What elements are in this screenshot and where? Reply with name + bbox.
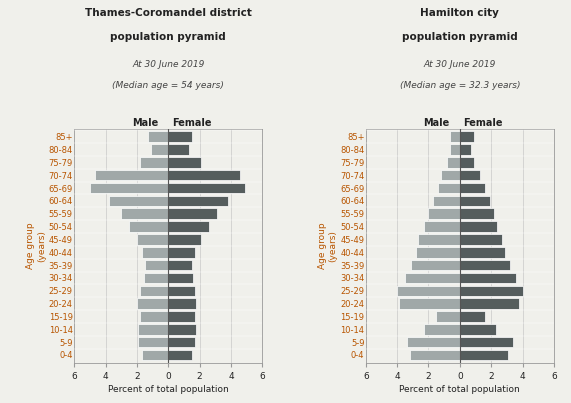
Bar: [399, 298, 460, 309]
Text: (Median age = 32.3 years): (Median age = 32.3 years): [400, 81, 520, 89]
Bar: [460, 221, 497, 232]
Bar: [168, 183, 245, 193]
Bar: [90, 183, 168, 193]
Text: Hamilton city: Hamilton city: [420, 8, 499, 18]
Bar: [460, 183, 485, 193]
Bar: [137, 298, 168, 309]
Bar: [168, 234, 201, 245]
X-axis label: Percent of total population: Percent of total population: [108, 385, 228, 394]
Bar: [460, 298, 520, 309]
Bar: [460, 144, 471, 155]
Bar: [460, 285, 522, 296]
Bar: [460, 337, 513, 347]
Bar: [168, 285, 195, 296]
Bar: [460, 234, 502, 245]
Bar: [168, 208, 217, 219]
Text: At 30 June 2019: At 30 June 2019: [424, 60, 496, 69]
Bar: [168, 273, 194, 283]
Bar: [436, 311, 460, 322]
Bar: [142, 247, 168, 258]
Y-axis label: Age group
(years): Age group (years): [318, 222, 337, 269]
Bar: [168, 221, 209, 232]
Bar: [168, 195, 228, 206]
Text: population pyramid: population pyramid: [402, 32, 518, 42]
Bar: [168, 170, 240, 181]
Bar: [460, 273, 516, 283]
Text: Male: Male: [132, 118, 158, 128]
Text: Female: Female: [172, 118, 211, 128]
Bar: [460, 208, 494, 219]
Bar: [140, 311, 168, 322]
Bar: [451, 131, 460, 142]
Bar: [409, 350, 460, 360]
Bar: [428, 208, 460, 219]
Bar: [460, 247, 505, 258]
Bar: [139, 337, 168, 347]
Bar: [397, 285, 460, 296]
Bar: [460, 324, 496, 334]
Bar: [433, 195, 460, 206]
Bar: [168, 337, 195, 347]
Bar: [168, 324, 196, 334]
Bar: [142, 350, 168, 360]
Bar: [417, 234, 460, 245]
Bar: [140, 285, 168, 296]
Bar: [140, 157, 168, 168]
Bar: [405, 273, 460, 283]
Bar: [148, 131, 168, 142]
Text: population pyramid: population pyramid: [110, 32, 226, 42]
Bar: [460, 131, 474, 142]
Bar: [137, 234, 168, 245]
Bar: [416, 247, 460, 258]
Bar: [407, 337, 460, 347]
Text: Thames-Coromandel district: Thames-Coromandel district: [85, 8, 252, 18]
Text: Female: Female: [464, 118, 503, 128]
Bar: [168, 131, 192, 142]
Bar: [139, 324, 168, 334]
Bar: [460, 350, 508, 360]
Text: At 30 June 2019: At 30 June 2019: [132, 60, 204, 69]
Bar: [460, 170, 480, 181]
Bar: [438, 183, 460, 193]
Bar: [129, 221, 168, 232]
Bar: [121, 208, 168, 219]
Bar: [168, 247, 195, 258]
Bar: [460, 195, 489, 206]
Bar: [424, 221, 460, 232]
Bar: [144, 273, 168, 283]
Bar: [168, 298, 196, 309]
Bar: [460, 311, 485, 322]
Bar: [168, 144, 188, 155]
Bar: [424, 324, 460, 334]
Bar: [451, 144, 460, 155]
Text: Male: Male: [423, 118, 449, 128]
X-axis label: Percent of total population: Percent of total population: [400, 385, 520, 394]
Bar: [441, 170, 460, 181]
Bar: [460, 260, 510, 270]
Bar: [145, 260, 168, 270]
Bar: [168, 350, 192, 360]
Bar: [460, 157, 474, 168]
Y-axis label: Age group
(years): Age group (years): [26, 222, 46, 269]
Bar: [151, 144, 168, 155]
Bar: [447, 157, 460, 168]
Bar: [168, 260, 192, 270]
Bar: [108, 195, 168, 206]
Text: (Median age = 54 years): (Median age = 54 years): [112, 81, 224, 89]
Bar: [168, 157, 201, 168]
Bar: [95, 170, 168, 181]
Bar: [411, 260, 460, 270]
Bar: [168, 311, 195, 322]
